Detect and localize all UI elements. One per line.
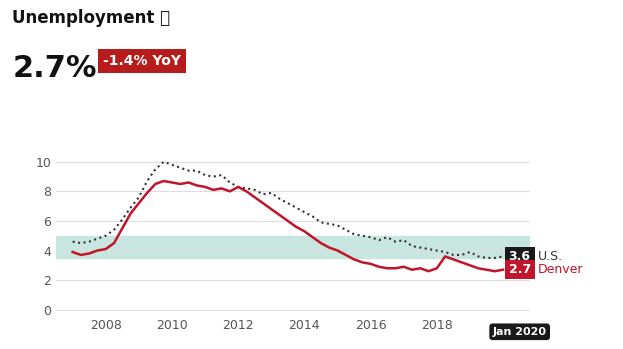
Text: 2.7: 2.7 bbox=[508, 263, 531, 276]
Text: Unemployment ⓘ: Unemployment ⓘ bbox=[12, 9, 171, 27]
Bar bbox=[56, 236, 530, 258]
Text: 2.7%: 2.7% bbox=[12, 54, 97, 83]
Text: Jan 2020: Jan 2020 bbox=[493, 327, 546, 337]
Text: -1.4% YoY: -1.4% YoY bbox=[103, 54, 181, 68]
Text: 3.6: 3.6 bbox=[508, 250, 531, 263]
Text: U.S.: U.S. bbox=[538, 250, 563, 263]
Text: Denver: Denver bbox=[538, 263, 583, 276]
